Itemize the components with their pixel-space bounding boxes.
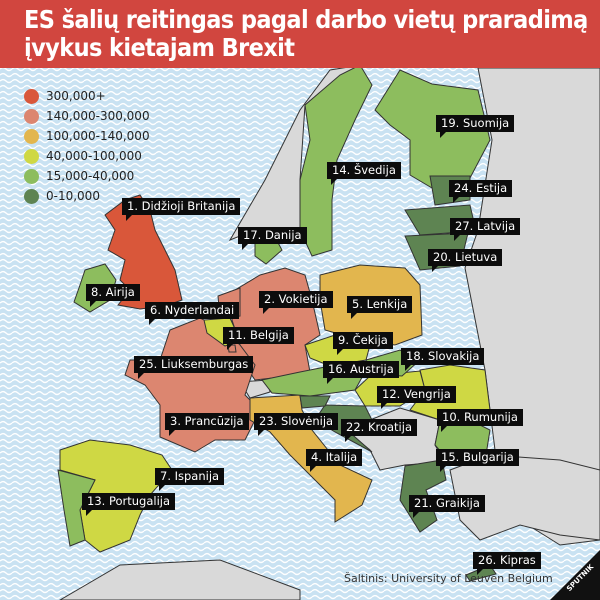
label-ireland: 8. Airija — [86, 284, 140, 307]
label-slovenia: 23. Slovėnija — [254, 413, 339, 436]
label-czechia: 9. Čekija — [333, 332, 393, 355]
label-croatia: 22. Kroatija — [341, 419, 417, 442]
label-belgium: 11. Belgija — [223, 327, 294, 350]
label-luxembourg: 25. Liuksemburgas — [134, 356, 254, 379]
label-france: 3. Prancūzija — [165, 413, 249, 436]
legend-item: 140,000-300,000 — [24, 106, 150, 126]
label-italy: 4. Italija — [306, 449, 363, 472]
legend-item: 15,000-40,000 — [24, 166, 150, 186]
label-lithuania: 20. Lietuva — [428, 249, 503, 272]
label-germany: 2. Vokietija — [259, 291, 333, 314]
source-note: Šaltinis: University of Leuven Belgium — [344, 572, 553, 585]
legend-swatch — [24, 188, 39, 204]
legend-item: 0-10,000 — [24, 186, 150, 206]
label-uk: 1. Didžioji Britanija — [122, 198, 241, 221]
country-slovenia — [299, 395, 331, 409]
label-denmark: 17. Danija — [238, 227, 307, 250]
legend-label: 15,000-40,000 — [46, 169, 135, 183]
title-line-2: įvykus kietajam Brexit — [24, 33, 295, 62]
label-romania: 10. Rumunija — [437, 409, 523, 432]
label-slovakia: 18. Slovakija — [401, 348, 485, 371]
legend-label: 140,000-300,000 — [46, 109, 150, 123]
title-line-1: ES šalių reitingas pagal darbo vietų pra… — [24, 5, 588, 34]
label-hungary: 12. Vengrija — [377, 386, 456, 409]
legend-swatch — [24, 88, 39, 104]
non-eu-north-africa — [59, 559, 301, 600]
legend-item: 40,000-100,000 — [24, 146, 150, 166]
label-poland: 5. Lenkija — [347, 296, 413, 319]
legend-label: 0-10,000 — [46, 189, 100, 203]
map-title: ES šalių reitingas pagal darbo vietų pra… — [24, 6, 588, 62]
label-netherlands: 6. Nyderlandai — [145, 302, 240, 325]
legend-label: 300,000+ — [46, 89, 106, 103]
label-sweden: 14. Švedija — [327, 162, 401, 185]
non-eu-turkey — [449, 454, 600, 541]
sputnik-logo — [550, 550, 600, 600]
label-latvia: 27. Latvija — [450, 218, 521, 241]
legend-label: 100,000-140,000 — [46, 129, 150, 143]
label-estonia: 24. Estija — [449, 180, 513, 203]
label-spain: 7. Ispanija — [155, 468, 225, 491]
legend-swatch — [24, 108, 39, 124]
label-greece: 21. Graikija — [409, 495, 485, 518]
legend-swatch — [24, 128, 39, 144]
legend-swatch — [24, 168, 39, 184]
country-uk — [104, 194, 183, 310]
title-bar: ES šalių reitingas pagal darbo vietų pra… — [0, 0, 600, 68]
legend-item: 100,000-140,000 — [24, 126, 150, 146]
legend: 300,000+ 140,000-300,000 100,000-140,000 40… — [24, 86, 150, 206]
label-cyprus: 26. Kipras — [473, 552, 541, 575]
legend-label: 40,000-100,000 — [46, 149, 142, 163]
legend-item: 300,000+ — [24, 86, 150, 106]
label-bulgaria: 15. Bulgarija — [436, 449, 519, 472]
label-finland: 19. Suomija — [436, 115, 515, 138]
legend-swatch — [24, 148, 39, 164]
label-austria: 16. Austrija — [323, 361, 399, 384]
label-portugal: 13. Portugalija — [82, 493, 176, 516]
country-portugal — [57, 469, 96, 547]
